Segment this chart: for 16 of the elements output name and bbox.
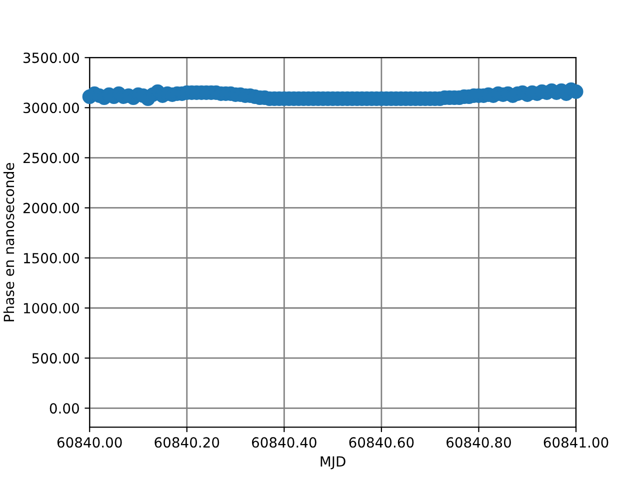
x-axis-title: MJD (320, 456, 346, 470)
y-tick-label: 500.00 (32, 353, 79, 364)
y-tick-label: 3500.00 (24, 52, 79, 64)
y-tick-label: 2000.00 (23, 202, 79, 214)
x-tick-label: 60840.60 (349, 437, 414, 448)
y-axis-title: Phase en nanoseconde (3, 162, 14, 322)
x-tick-label: 60841.00 (544, 437, 608, 448)
x-tick-label: 60840.80 (446, 437, 511, 448)
x-tick-label: 60840.00 (57, 437, 122, 448)
y-tick-label: 3000.00 (24, 102, 79, 114)
y-tick-label: 1000.00 (24, 302, 79, 314)
x-tick-label: 60840.20 (154, 437, 220, 448)
x-tick-label: 60840.40 (252, 437, 316, 448)
y-tick-label: 1500.00 (24, 252, 79, 264)
y-tick-label: 2500.00 (23, 152, 79, 164)
y-tick-label: 0.00 (50, 403, 79, 414)
